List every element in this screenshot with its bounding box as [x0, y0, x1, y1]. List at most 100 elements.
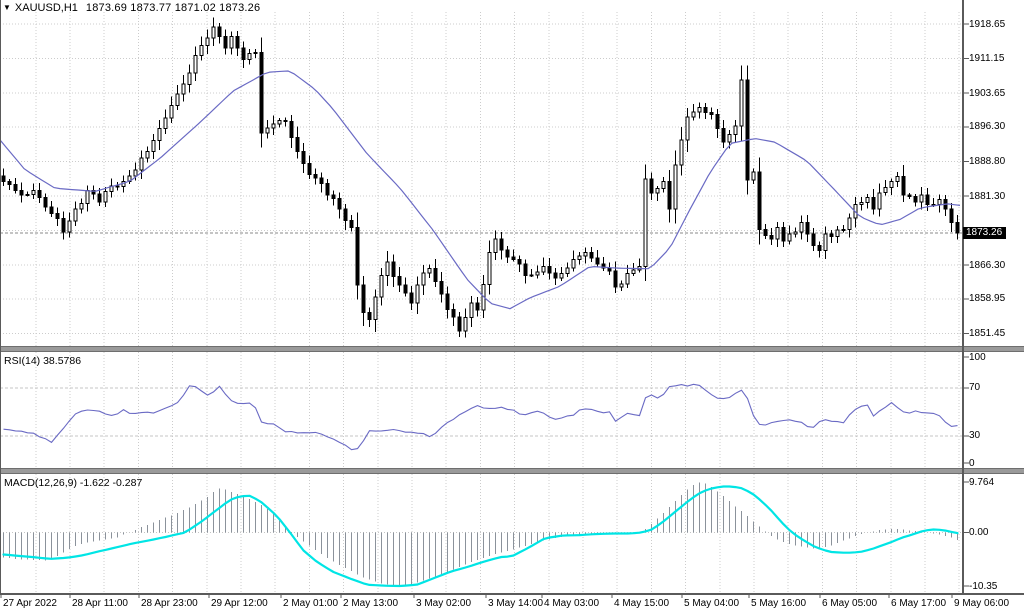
- candle-body: [13, 184, 18, 191]
- candle-body: [523, 263, 528, 277]
- price-axis-label: 100: [969, 351, 986, 363]
- symbol-timeframe-label: XAUUSD,H1: [14, 2, 78, 14]
- candle-body: [739, 79, 744, 127]
- candle-body: [595, 257, 600, 265]
- candle-body: [319, 177, 324, 185]
- candle-body: [697, 107, 702, 113]
- price-axis-label: 70: [969, 382, 981, 394]
- candle-body: [925, 194, 930, 205]
- candle-body: [151, 140, 156, 152]
- candle-body: [43, 197, 48, 208]
- candle-body: [37, 190, 42, 198]
- panel-splitter[interactable]: [0, 346, 1024, 352]
- candle-body: [487, 252, 492, 286]
- candle-body: [295, 137, 300, 152]
- symbol-dropdown-icon[interactable]: ▼: [3, 3, 11, 12]
- candle-body: [217, 26, 222, 37]
- candle-body: [169, 104, 174, 119]
- candle-body: [55, 213, 60, 220]
- candle-body: [133, 169, 138, 177]
- candle-body: [445, 293, 450, 310]
- candle-body: [571, 259, 576, 269]
- candle-body: [667, 180, 672, 210]
- candle-body: [463, 317, 468, 332]
- candle-body: [355, 226, 360, 286]
- candle-body: [451, 308, 456, 318]
- candle-body: [103, 191, 108, 203]
- time-axis-label: 3 May 02:00: [416, 598, 472, 609]
- price-axis-label: 1896.30: [969, 121, 1006, 133]
- price-axis-label: 1918.65: [969, 18, 1006, 30]
- candle-body: [439, 280, 444, 295]
- candle-body: [679, 139, 684, 166]
- candle-body: [511, 256, 516, 260]
- candle-body: [505, 249, 510, 258]
- time-axis-label: 28 Apr 11:00: [72, 598, 128, 609]
- chart-title: ▼ XAUUSD,H1 1873.69 1873.77 1871.02 1873.2…: [3, 2, 260, 14]
- candle-body: [577, 255, 582, 260]
- candle-body: [889, 180, 894, 189]
- candle-body: [139, 157, 144, 171]
- price-axis-label: 0: [969, 457, 975, 469]
- candle-body: [199, 45, 204, 56]
- candle-body: [553, 272, 558, 279]
- axis-ticks: [0, 23, 969, 598]
- candle-body: [433, 268, 438, 282]
- time-axis-label: 28 Apr 23:00: [141, 598, 198, 609]
- candle-body: [499, 238, 504, 251]
- price-axis-label: 30: [969, 430, 981, 442]
- candle-body: [829, 233, 834, 237]
- candle-body: [79, 203, 84, 210]
- candle-body: [157, 127, 162, 142]
- candle-body: [715, 114, 720, 129]
- candle-body: [907, 194, 912, 198]
- candle-body: [7, 180, 12, 186]
- candle-body: [835, 229, 840, 237]
- candle-body: [541, 265, 546, 273]
- candle-body: [775, 226, 780, 240]
- candle-body: [427, 268, 432, 274]
- candle-body: [877, 192, 882, 210]
- candle-body: [703, 107, 708, 113]
- candle-body: [253, 52, 258, 55]
- candle-body: [349, 220, 354, 228]
- candle-body: [847, 217, 852, 231]
- candle-body: [769, 234, 774, 240]
- candle-body: [337, 197, 342, 210]
- current-price-tag: 1873.26: [963, 226, 1007, 239]
- candle-body: [313, 173, 318, 179]
- candle-body: [397, 275, 402, 286]
- grid-layer: [0, 12, 962, 592]
- candle-body: [757, 171, 762, 231]
- candle-body: [109, 185, 114, 192]
- time-axis-label: 5 May 16:00: [751, 598, 807, 609]
- price-axis-label: 0.00: [969, 527, 989, 538]
- candle-body: [247, 53, 252, 60]
- candle-body: [361, 284, 366, 313]
- panel-splitter[interactable]: [0, 468, 1024, 474]
- ohlc-values: 1873.69 1873.77 1871.02 1873.26: [85, 2, 261, 14]
- candle-body: [259, 52, 264, 134]
- candle-body: [241, 47, 246, 60]
- candle-body: [721, 127, 726, 143]
- candles-layer[interactable]: [1, 17, 960, 338]
- candle-body: [115, 185, 120, 188]
- candle-body: [475, 302, 480, 311]
- candle-body: [187, 72, 192, 85]
- candle-body: [613, 270, 618, 288]
- candle-body: [85, 190, 90, 204]
- candle-body: [373, 296, 378, 320]
- macd-indicator-label: MACD(12,26,9) -1.622 -0.287: [4, 477, 143, 489]
- candle-body: [631, 269, 636, 274]
- time-axis-label: 5 May 04:00: [684, 598, 740, 609]
- time-axis-label: 29 Apr 12:00: [211, 598, 268, 609]
- candle-body: [655, 188, 660, 194]
- candle-body: [709, 111, 714, 116]
- candle-body: [145, 150, 150, 159]
- candle-body: [283, 120, 288, 122]
- candle-body: [205, 37, 210, 47]
- candle-body: [1, 175, 6, 182]
- candle-body: [193, 54, 198, 74]
- candle-body: [379, 275, 384, 298]
